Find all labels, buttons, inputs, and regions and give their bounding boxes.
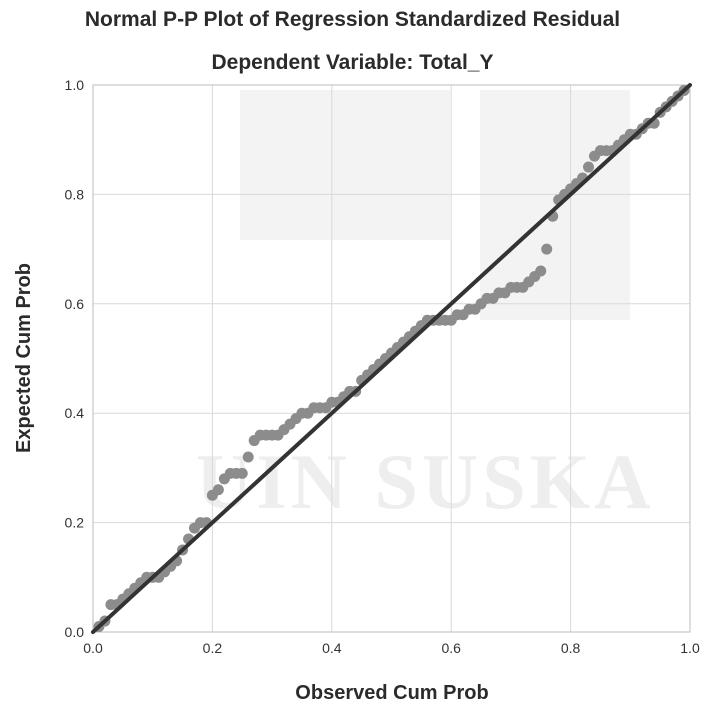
y-tick-labels: 0.0 0.2 0.4 0.6 0.8 1.0 bbox=[65, 77, 85, 640]
y-tick-label: 0.6 bbox=[65, 296, 85, 312]
watermark-logo-block bbox=[480, 90, 630, 320]
x-tick-label: 0.6 bbox=[441, 640, 461, 656]
x-tick-labels: 0.0 0.2 0.4 0.6 0.8 1.0 bbox=[83, 640, 700, 656]
plot-border bbox=[92, 84, 691, 633]
x-tick-label: 1.0 bbox=[680, 640, 700, 656]
y-tick-label: 0.8 bbox=[65, 186, 85, 202]
chart-subtitle: Dependent Variable: Total_Y bbox=[211, 51, 494, 74]
y-tick-label: 0.0 bbox=[65, 624, 85, 640]
x-tick-label: 0.8 bbox=[561, 640, 581, 656]
reference-line bbox=[91, 83, 692, 634]
x-axis-title: Observed Cum Prob bbox=[295, 682, 488, 704]
data-point bbox=[236, 467, 248, 479]
data-point bbox=[242, 451, 254, 463]
chart-title: Normal P-P Plot of Regression Standardiz… bbox=[84, 8, 621, 31]
y-axis-title: Expected Cum Prob bbox=[13, 263, 35, 453]
y-tick-label: 0.2 bbox=[65, 515, 85, 531]
x-tick-label: 0.4 bbox=[322, 640, 342, 656]
y-tick-label: 0.4 bbox=[65, 405, 85, 421]
data-point bbox=[541, 243, 553, 255]
watermark: UIN SUSKA bbox=[196, 90, 655, 525]
watermark-text: UIN SUSKA bbox=[196, 438, 655, 525]
data-point bbox=[583, 161, 595, 173]
x-tick-label: 0.2 bbox=[203, 640, 223, 656]
watermark-logo-block bbox=[240, 90, 450, 240]
data-point bbox=[212, 484, 224, 496]
y-tick-label: 1.0 bbox=[65, 77, 85, 93]
x-tick-label: 0.0 bbox=[83, 640, 103, 656]
data-point bbox=[535, 265, 547, 277]
